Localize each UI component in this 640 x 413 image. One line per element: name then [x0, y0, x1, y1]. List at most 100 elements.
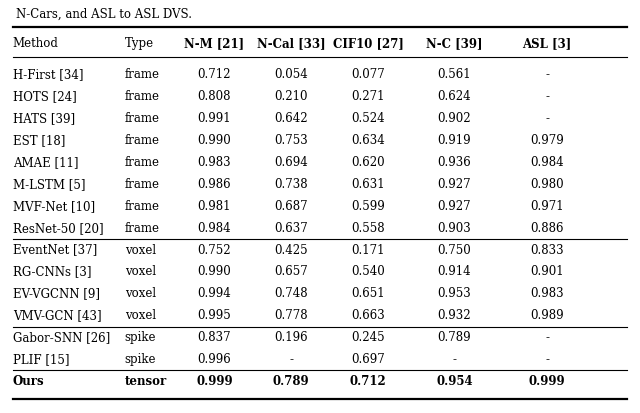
Text: Ours: Ours	[13, 375, 44, 388]
Text: -: -	[545, 353, 549, 366]
Text: 0.989: 0.989	[531, 309, 564, 322]
Text: EST [18]: EST [18]	[13, 134, 65, 147]
Text: 0.748: 0.748	[275, 287, 308, 300]
Text: 0.789: 0.789	[438, 331, 471, 344]
Text: 0.245: 0.245	[351, 331, 385, 344]
Text: PLIF [15]: PLIF [15]	[13, 353, 69, 366]
Text: 0.620: 0.620	[351, 156, 385, 169]
Text: EventNet [37]: EventNet [37]	[13, 244, 97, 256]
Text: ResNet-50 [20]: ResNet-50 [20]	[13, 222, 104, 235]
Text: 0.837: 0.837	[198, 331, 231, 344]
Text: tensor: tensor	[125, 375, 167, 388]
Text: 0.927: 0.927	[438, 200, 471, 213]
Text: -: -	[545, 90, 549, 103]
Text: 0.999: 0.999	[529, 375, 566, 388]
Text: 0.999: 0.999	[196, 375, 233, 388]
Text: 0.210: 0.210	[275, 90, 308, 103]
Text: 0.902: 0.902	[438, 112, 471, 125]
Text: 0.425: 0.425	[275, 244, 308, 256]
Text: Gabor-SNN [26]: Gabor-SNN [26]	[13, 331, 110, 344]
Text: 0.631: 0.631	[351, 178, 385, 191]
Text: 0.886: 0.886	[531, 222, 564, 235]
Text: 0.750: 0.750	[438, 244, 471, 256]
Text: 0.599: 0.599	[351, 200, 385, 213]
Text: frame: frame	[125, 156, 160, 169]
Text: 0.196: 0.196	[275, 331, 308, 344]
Text: -: -	[545, 112, 549, 125]
Text: frame: frame	[125, 90, 160, 103]
Text: 0.991: 0.991	[198, 112, 231, 125]
Text: -: -	[452, 353, 456, 366]
Text: N-M [21]: N-M [21]	[184, 37, 244, 50]
Text: 0.624: 0.624	[438, 90, 471, 103]
Text: 0.738: 0.738	[275, 178, 308, 191]
Text: 0.753: 0.753	[275, 134, 308, 147]
Text: HOTS [24]: HOTS [24]	[13, 90, 77, 103]
Text: 0.171: 0.171	[351, 244, 385, 256]
Text: 0.983: 0.983	[198, 156, 231, 169]
Text: 0.561: 0.561	[438, 69, 471, 81]
Text: Method: Method	[13, 37, 59, 50]
Text: 0.694: 0.694	[275, 156, 308, 169]
Text: AMAE [11]: AMAE [11]	[13, 156, 78, 169]
Text: 0.979: 0.979	[531, 134, 564, 147]
Text: H-First [34]: H-First [34]	[13, 69, 83, 81]
Text: 0.558: 0.558	[351, 222, 385, 235]
Text: 0.663: 0.663	[351, 309, 385, 322]
Text: 0.953: 0.953	[438, 287, 471, 300]
Text: 0.657: 0.657	[275, 266, 308, 278]
Text: 0.995: 0.995	[198, 309, 231, 322]
Text: 0.524: 0.524	[351, 112, 385, 125]
Text: MVF-Net [10]: MVF-Net [10]	[13, 200, 95, 213]
Text: 0.994: 0.994	[198, 287, 231, 300]
Text: 0.932: 0.932	[438, 309, 471, 322]
Text: voxel: voxel	[125, 244, 156, 256]
Text: voxel: voxel	[125, 266, 156, 278]
Text: 0.752: 0.752	[198, 244, 231, 256]
Text: Type: Type	[125, 37, 154, 50]
Text: 0.984: 0.984	[198, 222, 231, 235]
Text: 0.903: 0.903	[438, 222, 471, 235]
Text: M-LSTM [5]: M-LSTM [5]	[13, 178, 85, 191]
Text: 0.778: 0.778	[275, 309, 308, 322]
Text: 0.980: 0.980	[531, 178, 564, 191]
Text: 0.054: 0.054	[275, 69, 308, 81]
Text: 0.990: 0.990	[198, 134, 231, 147]
Text: -: -	[545, 69, 549, 81]
Text: 0.983: 0.983	[531, 287, 564, 300]
Text: frame: frame	[125, 222, 160, 235]
Text: 0.687: 0.687	[275, 200, 308, 213]
Text: 0.637: 0.637	[275, 222, 308, 235]
Text: 0.634: 0.634	[351, 134, 385, 147]
Text: 0.927: 0.927	[438, 178, 471, 191]
Text: 0.651: 0.651	[351, 287, 385, 300]
Text: frame: frame	[125, 178, 160, 191]
Text: 0.271: 0.271	[351, 90, 385, 103]
Text: frame: frame	[125, 69, 160, 81]
Text: 0.712: 0.712	[198, 69, 231, 81]
Text: spike: spike	[125, 331, 156, 344]
Text: 0.540: 0.540	[351, 266, 385, 278]
Text: 0.833: 0.833	[531, 244, 564, 256]
Text: 0.697: 0.697	[351, 353, 385, 366]
Text: 0.808: 0.808	[198, 90, 231, 103]
Text: 0.996: 0.996	[198, 353, 231, 366]
Text: 0.077: 0.077	[351, 69, 385, 81]
Text: 0.971: 0.971	[531, 200, 564, 213]
Text: HATS [39]: HATS [39]	[13, 112, 75, 125]
Text: voxel: voxel	[125, 309, 156, 322]
Text: N-Cal [33]: N-Cal [33]	[257, 37, 326, 50]
Text: 0.981: 0.981	[198, 200, 231, 213]
Text: CIF10 [27]: CIF10 [27]	[333, 37, 403, 50]
Text: VMV-GCN [43]: VMV-GCN [43]	[13, 309, 101, 322]
Text: 0.712: 0.712	[349, 375, 387, 388]
Text: 0.936: 0.936	[438, 156, 471, 169]
Text: EV-VGCNN [9]: EV-VGCNN [9]	[13, 287, 100, 300]
Text: spike: spike	[125, 353, 156, 366]
Text: frame: frame	[125, 200, 160, 213]
Text: frame: frame	[125, 112, 160, 125]
Text: voxel: voxel	[125, 287, 156, 300]
Text: 0.914: 0.914	[438, 266, 471, 278]
Text: N-C [39]: N-C [39]	[426, 37, 483, 50]
Text: ASL [3]: ASL [3]	[523, 37, 572, 50]
